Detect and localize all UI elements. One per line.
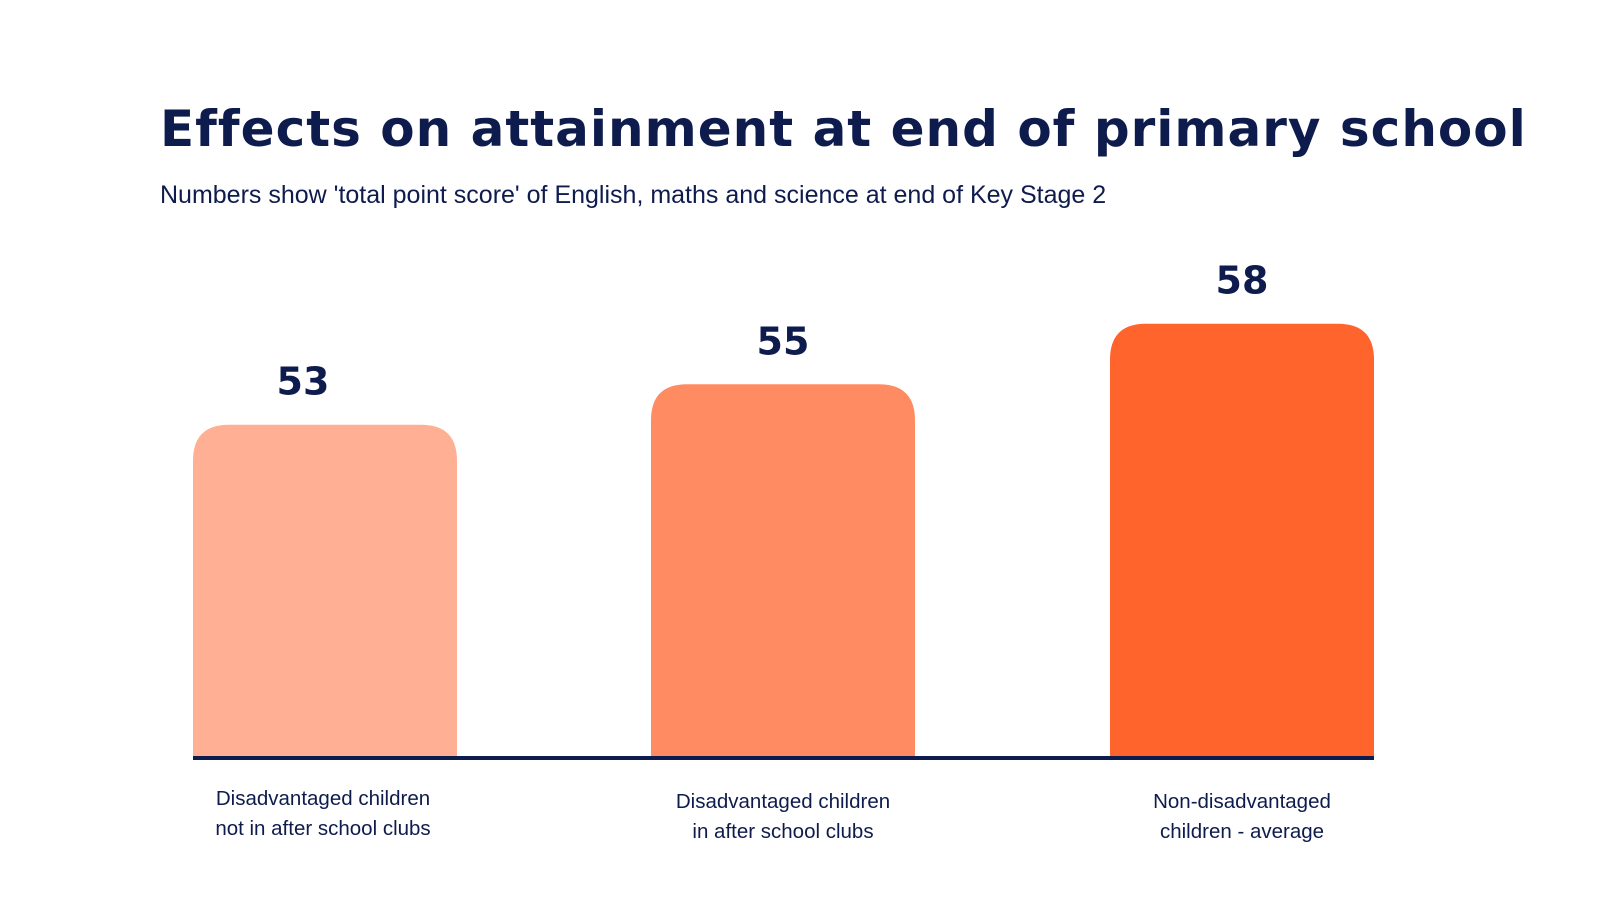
category-label: Disadvantaged children in after school cl… bbox=[633, 787, 933, 847]
category-label-line: in after school clubs bbox=[692, 820, 874, 843]
category-label-line: children - average bbox=[1159, 820, 1325, 843]
category-label-line: not in after school clubs bbox=[215, 817, 431, 840]
bar bbox=[1110, 323, 1374, 758]
chart-subtitle: Numbers show 'total point score' of Engl… bbox=[160, 181, 1107, 209]
data-label: 58 bbox=[1216, 259, 1269, 303]
category-label: Disadvantaged children not in after schoo… bbox=[173, 784, 473, 844]
data-label: 55 bbox=[757, 319, 810, 363]
category-label-line: Disadvantaged children bbox=[215, 787, 431, 810]
bar bbox=[193, 424, 457, 758]
chart-title: Effects on attainment at end of primary … bbox=[160, 100, 1527, 158]
category-label-line: Non-disadvantaged bbox=[1153, 790, 1331, 813]
data-label: 53 bbox=[277, 360, 330, 404]
bar bbox=[651, 384, 915, 758]
category-label: Non-disadvantaged children - average bbox=[1092, 787, 1392, 847]
category-label-line: Disadvantaged children bbox=[675, 790, 891, 813]
